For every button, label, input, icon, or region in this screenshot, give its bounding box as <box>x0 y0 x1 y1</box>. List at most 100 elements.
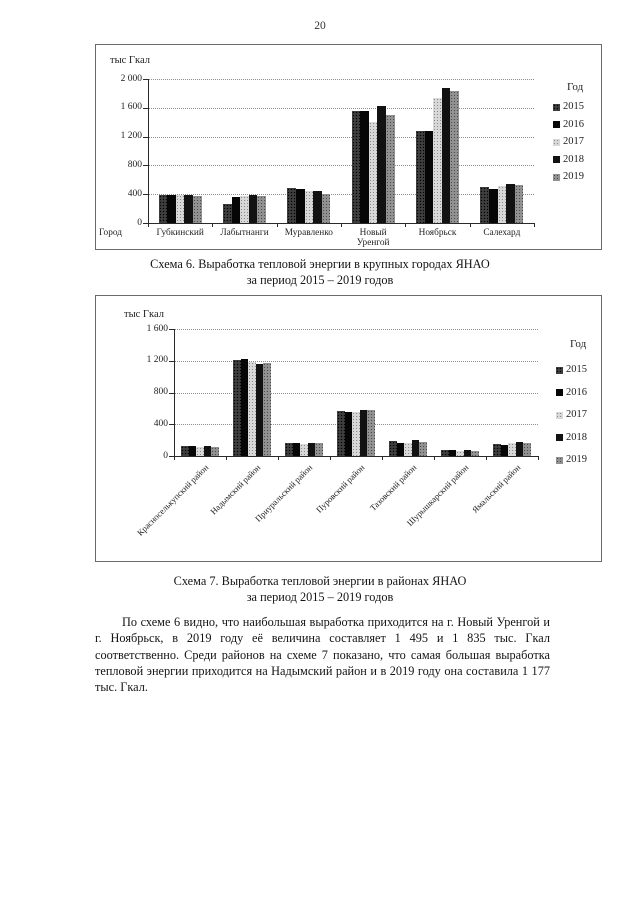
bar-2016 <box>500 444 509 456</box>
bar-2015 <box>158 195 168 223</box>
x-axis-tick <box>534 223 535 227</box>
legend-label-2017: 2017 <box>563 136 584 147</box>
y-axis-tick <box>169 392 174 394</box>
y-axis-line <box>148 79 149 223</box>
gridline <box>174 329 538 330</box>
bar-2016 <box>488 189 498 223</box>
legend-swatch-2015 <box>553 103 560 111</box>
y-axis-tick <box>143 136 148 138</box>
legend-label-2015: 2015 <box>563 101 584 112</box>
bar-2015 <box>223 203 232 223</box>
y-axis-tick <box>169 424 174 426</box>
x-category-label: Муравленко <box>284 228 333 238</box>
x-category-label: Шурышкарский район <box>404 462 471 528</box>
x-category-label: Ноябрьск <box>418 228 457 238</box>
bar-2017 <box>248 361 256 456</box>
y-axis-tick <box>143 107 148 109</box>
bar-2016 <box>240 358 249 456</box>
legend-label-2016: 2016 <box>566 386 587 398</box>
y-axis-unit-label: тыс Гкал <box>124 309 164 320</box>
legend-label-2019: 2019 <box>566 454 587 465</box>
bar-2018 <box>411 439 420 456</box>
x-category-label: Ямальский район <box>469 462 523 515</box>
gridline <box>148 107 534 109</box>
bar-2015 <box>337 410 345 456</box>
caption-schema-7: Схема 7. Выработка тепловой энергии в ра… <box>0 574 640 605</box>
x-category-label: Губкинский <box>156 228 204 238</box>
y-tick-label: 1 600 <box>120 102 142 113</box>
bar-2015 <box>441 450 449 456</box>
legend-label-2017: 2017 <box>566 409 587 420</box>
legend-swatch-2016 <box>556 389 563 396</box>
caption-line-2: за период 2015 – 2019 годов <box>246 589 394 604</box>
bar-2016 <box>344 411 353 456</box>
bar-2019 <box>257 196 266 223</box>
bar-2015 <box>181 446 189 456</box>
legend-label-2019: 2019 <box>563 171 584 182</box>
y-axis-unit-label: тыс Гкал <box>110 55 150 66</box>
bar-2015 <box>389 440 397 456</box>
y-tick-label: 1 200 <box>146 355 168 366</box>
y-tick-label: 0 <box>163 450 168 461</box>
bar-2019 <box>367 410 375 456</box>
bar-2017 <box>404 442 412 456</box>
x-axis-tick <box>405 223 407 227</box>
bar-2017 <box>433 97 442 223</box>
bar-2019 <box>514 184 524 223</box>
bar-2018 <box>359 409 368 456</box>
bar-2017 <box>196 446 204 456</box>
bar-2019 <box>263 362 271 456</box>
x-axis-tick <box>212 223 214 227</box>
chart-heat-energy-districts: тыс Гкал 0 400 800 1 200 1 600 Красноселькупск… <box>95 295 602 562</box>
legend-swatch-2015 <box>556 366 563 374</box>
bar-2017 <box>497 186 507 223</box>
body-paragraph: По схеме 6 видно, что наибольшая выработ… <box>95 615 550 695</box>
bar-2015 <box>480 187 489 223</box>
legend-swatch-2019 <box>553 173 560 181</box>
x-category-label: Надымский район <box>208 462 263 517</box>
y-tick-label: 1 600 <box>146 323 168 334</box>
bar-2019 <box>419 441 427 456</box>
gridline <box>174 360 538 362</box>
bar-2019 <box>193 195 202 223</box>
legend-label-2016: 2016 <box>563 118 584 130</box>
bar-2017 <box>304 190 314 223</box>
y-axis-tick <box>143 194 148 196</box>
gridline <box>148 194 534 196</box>
bar-2017 <box>508 443 516 456</box>
bar-2017 <box>352 412 360 456</box>
bar-2015 <box>285 443 293 456</box>
bar-2018 <box>506 183 515 223</box>
x-category-label: Тазовский район <box>367 462 419 513</box>
bar-2019 <box>211 447 219 456</box>
legend-title: Год <box>567 81 584 93</box>
x-axis-tick <box>148 223 149 227</box>
legend-label-2015: 2015 <box>566 364 587 375</box>
legend-label-2018: 2018 <box>563 153 584 165</box>
legend-label-2018: 2018 <box>566 431 587 443</box>
caption-schema-6: Схема 6. Выработка тепловой энергии в кр… <box>0 257 640 288</box>
y-axis-tick <box>169 360 174 362</box>
x-category-label: Приуральский район <box>253 462 315 524</box>
x-axis-tick <box>330 456 331 460</box>
y-axis-tick <box>169 329 174 330</box>
bar-2015 <box>233 359 241 456</box>
bar-2017 <box>240 196 249 223</box>
legend-swatch-2018 <box>556 434 563 441</box>
legend-swatch-2017 <box>553 138 560 146</box>
x-axis-tick <box>382 456 383 460</box>
bar-2017 <box>368 122 378 223</box>
bar-2018 <box>441 88 451 223</box>
bar-2018 <box>377 106 387 223</box>
bar-2018 <box>307 442 316 456</box>
x-axis-line <box>174 456 538 457</box>
caption-line-2: за период 2015 – 2019 годов <box>246 272 394 287</box>
legend-title: Год <box>570 338 587 350</box>
bar-2019 <box>315 443 323 456</box>
gridline <box>174 392 538 394</box>
x-axis-tick <box>469 223 471 227</box>
bar-2018 <box>184 194 194 223</box>
legend-swatch-2018 <box>553 156 560 163</box>
x-axis-tick <box>341 223 342 227</box>
